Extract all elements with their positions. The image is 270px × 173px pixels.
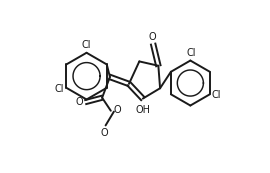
Text: O: O bbox=[101, 128, 109, 138]
Text: Cl: Cl bbox=[212, 90, 221, 100]
Text: OH: OH bbox=[136, 105, 151, 115]
Text: Cl: Cl bbox=[55, 84, 64, 94]
Text: O: O bbox=[148, 31, 156, 42]
Text: Cl: Cl bbox=[187, 48, 196, 58]
Text: O: O bbox=[76, 97, 84, 107]
Text: Cl: Cl bbox=[82, 40, 91, 50]
Text: O: O bbox=[113, 105, 121, 115]
